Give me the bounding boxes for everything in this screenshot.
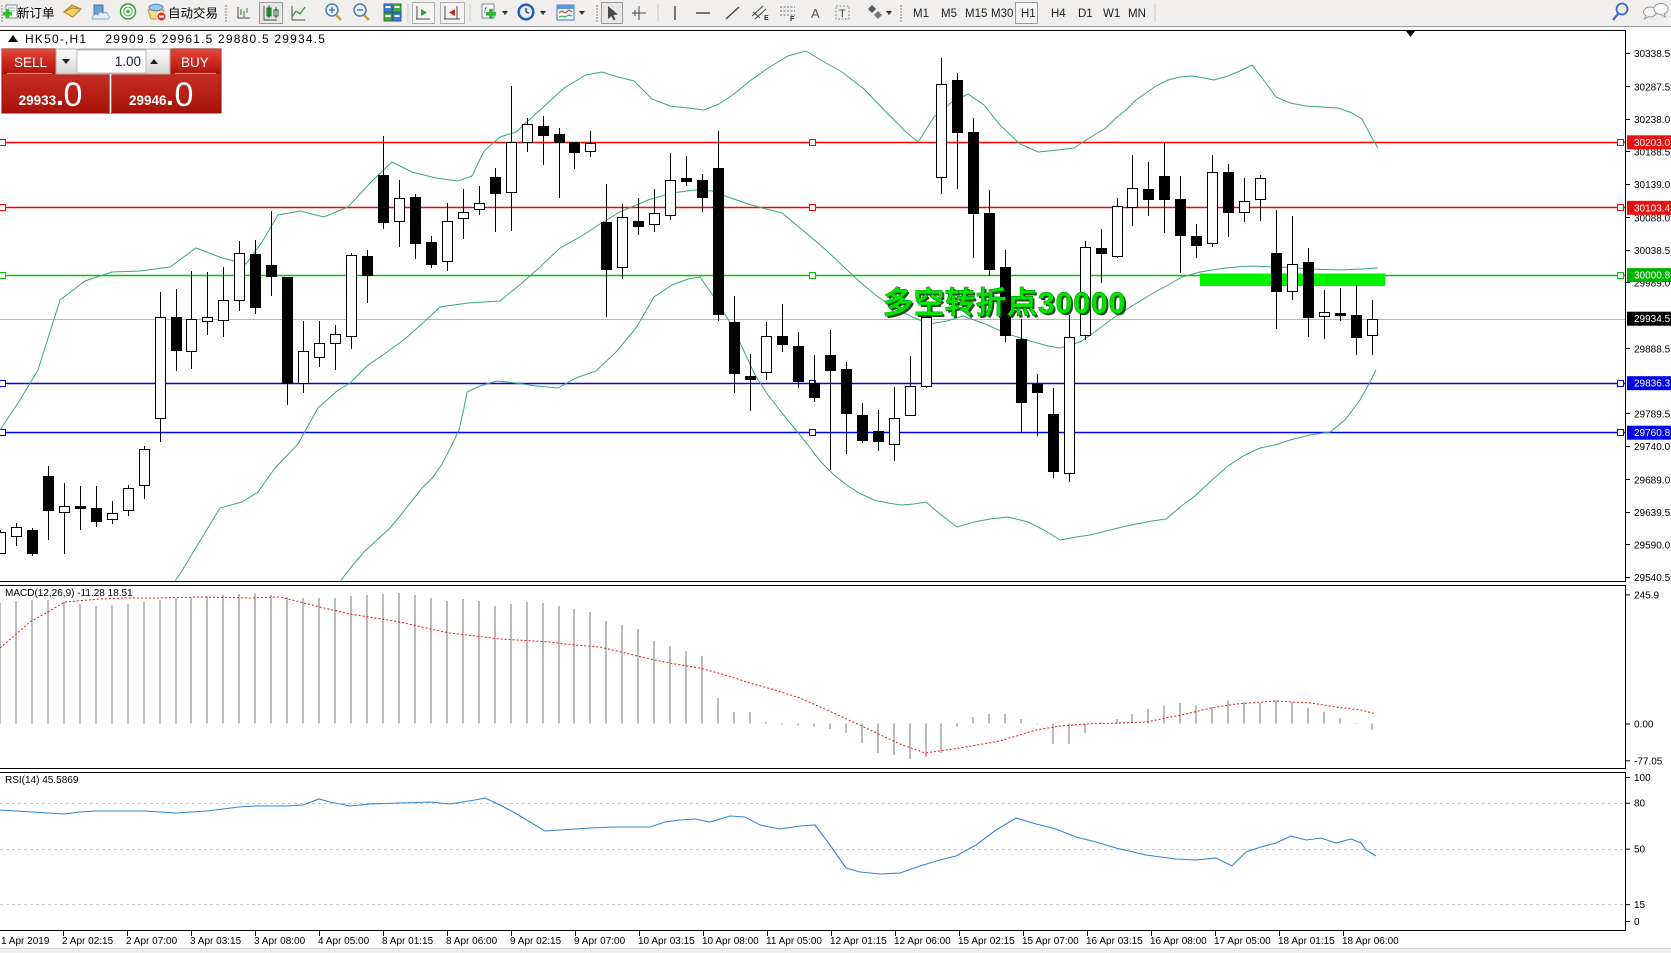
svg-text:SELL: SELL — [14, 55, 48, 70]
svg-text:A: A — [811, 6, 820, 21]
svg-text:29760.8: 29760.8 — [1634, 428, 1671, 439]
svg-text:30000.8: 30000.8 — [1634, 271, 1671, 282]
svg-text:BUY: BUY — [181, 55, 209, 70]
svg-text:-77.05: -77.05 — [1634, 756, 1663, 767]
svg-text:HK50-,H1 29909.5 29961.5 29: HK50-,H1 29909.5 29961.5 29880.5 29934.5 — [25, 32, 326, 46]
svg-text:9 Apr 07:00: 9 Apr 07:00 — [574, 936, 626, 947]
svg-text:12 Apr 06:00: 12 Apr 06:00 — [894, 936, 951, 947]
svg-text:12 Apr 01:15: 12 Apr 01:15 — [830, 936, 887, 947]
svg-text:29946: 29946 — [129, 93, 167, 108]
svg-text:30203.0: 30203.0 — [1634, 138, 1671, 149]
svg-text:30238.0: 30238.0 — [1634, 115, 1671, 126]
svg-text:30103.4: 30103.4 — [1634, 203, 1671, 214]
svg-text:9 Apr 02:15: 9 Apr 02:15 — [510, 936, 562, 947]
svg-text:30038.5: 30038.5 — [1634, 246, 1671, 257]
svg-text:M15: M15 — [965, 8, 987, 20]
svg-text:.: . — [56, 80, 64, 111]
svg-text:T: T — [839, 8, 846, 20]
svg-text:29933: 29933 — [19, 93, 57, 108]
svg-text:3 Apr 03:15: 3 Apr 03:15 — [190, 936, 242, 947]
svg-text:15: 15 — [1634, 900, 1646, 911]
svg-text:E: E — [764, 15, 769, 22]
svg-text:29639.5: 29639.5 — [1634, 508, 1671, 519]
svg-text:29590.0: 29590.0 — [1634, 540, 1671, 551]
svg-text:8 Apr 01:15: 8 Apr 01:15 — [382, 936, 434, 947]
svg-text:11 Apr 05:00: 11 Apr 05:00 — [766, 936, 822, 947]
svg-text:18 Apr 06:00: 18 Apr 06:00 — [1342, 936, 1399, 947]
svg-text:245.9: 245.9 — [1634, 590, 1659, 601]
svg-text:新订单: 新订单 — [17, 6, 55, 21]
svg-text:.: . — [166, 80, 174, 111]
svg-text:MACD(12,26,9) -11.28 18.51: MACD(12,26,9) -11.28 18.51 — [5, 588, 133, 599]
svg-text:D1: D1 — [1078, 8, 1093, 20]
svg-text:15 Apr 02:15: 15 Apr 02:15 — [958, 936, 1015, 947]
svg-text:W1: W1 — [1103, 8, 1120, 20]
svg-text:2 Apr 07:00: 2 Apr 07:00 — [126, 936, 178, 947]
svg-text:8 Apr 06:00: 8 Apr 06:00 — [446, 936, 498, 947]
svg-text:29689.0: 29689.0 — [1634, 475, 1671, 486]
svg-text:RSI(14) 45.5869: RSI(14) 45.5869 — [5, 775, 79, 786]
svg-text:29934.5: 29934.5 — [1634, 314, 1671, 325]
svg-text:3 Apr 08:00: 3 Apr 08:00 — [254, 936, 306, 947]
svg-text:0: 0 — [175, 76, 194, 114]
svg-text:MN: MN — [1128, 8, 1146, 20]
svg-text:f: f — [484, 6, 487, 15]
svg-text:30338.5: 30338.5 — [1634, 49, 1671, 60]
svg-text:0: 0 — [64, 76, 83, 114]
svg-text:多空转折点30000: 多空转折点30000 — [883, 287, 1126, 320]
svg-text:50: 50 — [1634, 845, 1646, 856]
svg-text:多空转折点30000: 多空转折点30000 — [885, 289, 1128, 322]
svg-text:16 Apr 03:15: 16 Apr 03:15 — [1086, 936, 1143, 947]
svg-text:18 Apr 01:15: 18 Apr 01:15 — [1278, 936, 1335, 947]
svg-text:10 Apr 03:15: 10 Apr 03:15 — [638, 936, 695, 947]
svg-text:1.00: 1.00 — [115, 54, 141, 69]
svg-text:0: 0 — [1634, 917, 1640, 928]
svg-text:10 Apr 08:00: 10 Apr 08:00 — [702, 936, 759, 947]
svg-text:M1: M1 — [913, 8, 929, 20]
svg-text:M5: M5 — [941, 8, 957, 20]
svg-text:0.00: 0.00 — [1634, 720, 1654, 731]
svg-text:80: 80 — [1634, 799, 1646, 810]
svg-text:29836.3: 29836.3 — [1634, 379, 1671, 390]
svg-text:2 Apr 02:15: 2 Apr 02:15 — [62, 936, 114, 947]
svg-text:H4: H4 — [1051, 8, 1066, 20]
svg-text:1 Apr 2019: 1 Apr 2019 — [1, 936, 50, 947]
svg-text:H1: H1 — [1021, 8, 1036, 20]
svg-text:29740.0: 29740.0 — [1634, 442, 1671, 453]
svg-text:29888.5: 29888.5 — [1634, 344, 1671, 355]
svg-text:自动交易: 自动交易 — [168, 6, 218, 21]
svg-text:29789.5: 29789.5 — [1634, 409, 1671, 420]
svg-text:30139.0: 30139.0 — [1634, 180, 1671, 191]
svg-text:100: 100 — [1634, 773, 1651, 784]
svg-text:17 Apr 05:00: 17 Apr 05:00 — [1214, 936, 1271, 947]
svg-text:30088.0: 30088.0 — [1634, 213, 1671, 224]
svg-text:4 Apr 05:00: 4 Apr 05:00 — [318, 936, 370, 947]
svg-text:30287.5: 30287.5 — [1634, 82, 1671, 93]
svg-text:30188.5: 30188.5 — [1634, 147, 1671, 158]
svg-text:15 Apr 07:00: 15 Apr 07:00 — [1022, 936, 1079, 947]
svg-text:29989.0: 29989.0 — [1634, 278, 1671, 289]
svg-text:16 Apr 08:00: 16 Apr 08:00 — [1150, 936, 1207, 947]
svg-text:29540.5: 29540.5 — [1634, 573, 1671, 584]
svg-text:F: F — [790, 16, 795, 23]
svg-text:M30: M30 — [991, 8, 1013, 20]
